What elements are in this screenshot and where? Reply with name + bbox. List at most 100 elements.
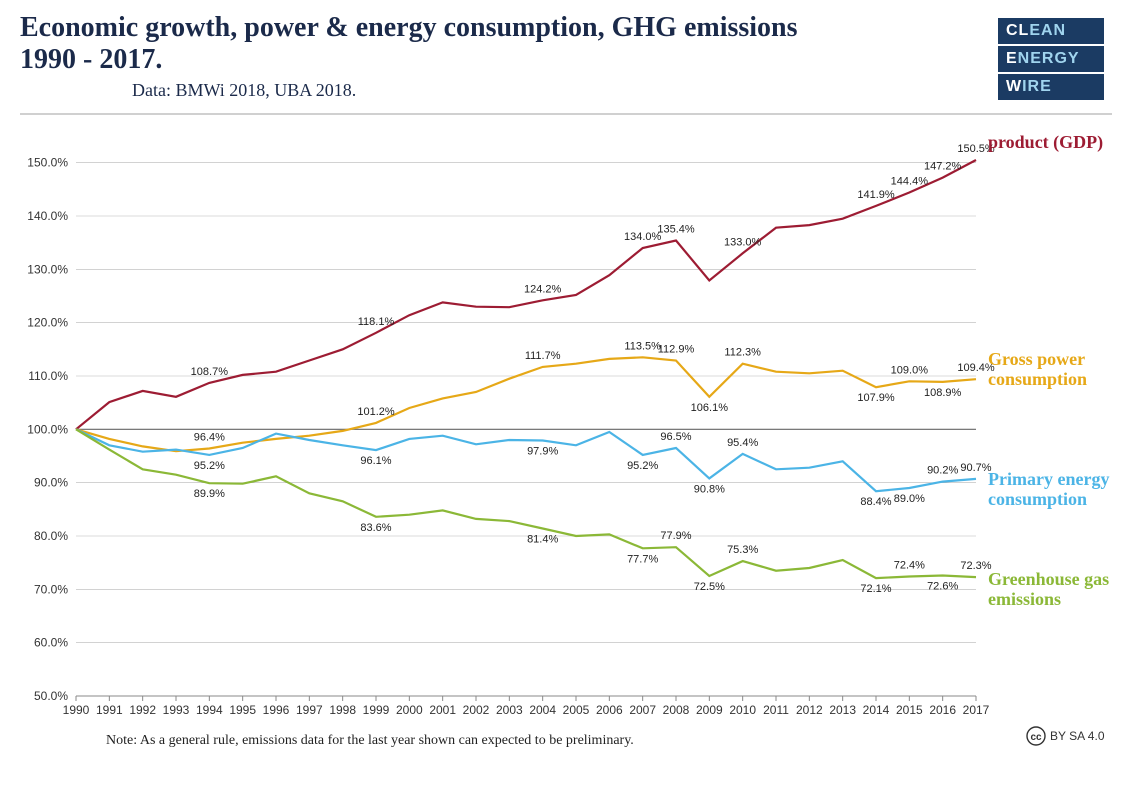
point-label: 118.1%: [358, 316, 395, 328]
chart-container: 50.0% 60.0% 70.0% 80.0% 90.0% 100.0% 110.0% 120…: [20, 128, 1112, 744]
legend-ghg: Greenhouse gas: [988, 569, 1109, 589]
point-label: 90.8%: [694, 483, 725, 495]
point-label: 96.1%: [360, 455, 391, 467]
legend-power: consumption: [988, 369, 1087, 389]
y-tick-label: 110.0%: [28, 369, 68, 383]
point-label: 96.4%: [194, 432, 225, 444]
x-tick-label: 2015: [896, 703, 923, 717]
x-tick-label: 2010: [729, 703, 756, 717]
x-tick-label: 2014: [863, 703, 890, 717]
x-tick-label: 1991: [96, 703, 123, 717]
y-tick-label: 90.0%: [34, 476, 68, 490]
series-ghg: [76, 429, 976, 578]
legend-gdp: product (GDP): [988, 132, 1103, 153]
x-tick-label: 2011: [763, 703, 789, 717]
line-chart: 50.0% 60.0% 70.0% 80.0% 90.0% 100.0% 110.0% 120…: [20, 128, 1112, 788]
x-tick-label: 1999: [363, 703, 390, 717]
point-label: 113.5%: [624, 340, 661, 352]
point-label: 89.9%: [194, 488, 225, 500]
point-label: 112.9%: [658, 344, 695, 356]
point-label: 75.3%: [727, 544, 758, 556]
brand-logo: CLEANENERGYWIRE: [998, 18, 1104, 102]
point-label: 133.0%: [724, 236, 762, 248]
y-tick-label: 140.0%: [27, 209, 68, 223]
point-label: 72.4%: [894, 560, 925, 572]
y-tick-label: 80.0%: [34, 529, 68, 543]
point-label: 134.0%: [624, 231, 662, 243]
x-tick-label: 2017: [963, 703, 990, 717]
y-tick-label: 120.0%: [27, 316, 68, 330]
point-label: 107.9%: [857, 392, 895, 404]
point-label: 72.5%: [694, 581, 725, 593]
x-tick-label: 1997: [296, 703, 323, 717]
point-label: 135.4%: [657, 224, 695, 236]
chart-note: Note: As a general rule, emissions data …: [106, 733, 634, 748]
x-tick-label: 2012: [796, 703, 823, 717]
point-label: 95.4%: [727, 437, 758, 449]
legend-power: Gross power: [988, 349, 1085, 369]
title-line-2: 1990 - 2017.: [20, 44, 162, 75]
point-label: 101.2%: [357, 406, 395, 418]
x-tick-label: 1996: [263, 703, 290, 717]
x-tick-label: 2001: [429, 703, 456, 717]
x-tick-label: 1992: [129, 703, 156, 717]
logo-row: WIRE: [998, 74, 1104, 100]
x-tick-label: 1998: [329, 703, 356, 717]
point-label: 147.2%: [924, 161, 962, 173]
point-label: 108.9%: [924, 387, 962, 399]
x-tick-label: 2009: [696, 703, 723, 717]
point-label: 77.7%: [627, 553, 658, 565]
point-label: 88.4%: [860, 496, 891, 508]
point-label: 83.6%: [360, 522, 391, 534]
x-tick-label: 2000: [396, 703, 423, 717]
x-tick-label: 1995: [229, 703, 256, 717]
logo-row: ENERGY: [998, 46, 1104, 72]
point-label: 96.5%: [660, 431, 691, 443]
legend-ghg: emissions: [988, 589, 1061, 609]
x-tick-label: 2004: [529, 703, 556, 717]
x-tick-label: 2007: [629, 703, 656, 717]
y-tick-label: 50.0%: [34, 689, 68, 703]
point-label: 106.1%: [691, 402, 729, 414]
point-label: 90.2%: [927, 465, 958, 477]
x-tick-label: 2002: [463, 703, 490, 717]
x-tick-label: 1994: [196, 703, 223, 717]
point-label: 95.2%: [194, 460, 225, 472]
x-tick-label: 1993: [163, 703, 190, 717]
x-tick-label: 2005: [563, 703, 590, 717]
legend-primary: Primary energy: [988, 469, 1109, 489]
legend-primary: consumption: [988, 489, 1087, 509]
point-label: 95.2%: [627, 460, 658, 472]
x-tick-label: 2016: [929, 703, 956, 717]
point-label: 144.4%: [891, 176, 929, 188]
x-tick-label: 2006: [596, 703, 623, 717]
point-label: 72.1%: [860, 583, 891, 595]
y-tick-label: 150.0%: [27, 156, 68, 170]
x-tick-label: 1990: [63, 703, 90, 717]
point-label: 77.9%: [660, 530, 691, 542]
svg-text:cc: cc: [1030, 732, 1042, 743]
license-text: BY SA 4.0: [1050, 729, 1105, 743]
point-label: 81.4%: [527, 534, 558, 546]
point-label: 109.0%: [891, 364, 929, 376]
y-tick-label: 130.0%: [27, 262, 68, 276]
chart-subtitle: Data: BMWi 2018, UBA 2018.: [132, 80, 1112, 101]
y-tick-label: 60.0%: [34, 636, 68, 650]
point-label: 72.6%: [927, 580, 958, 592]
x-tick-label: 2013: [829, 703, 856, 717]
point-label: 112.3%: [724, 347, 761, 359]
x-tick-label: 2003: [496, 703, 523, 717]
point-label: 111.7%: [525, 350, 561, 362]
point-label: 141.9%: [857, 189, 895, 201]
point-label: 124.2%: [524, 283, 562, 295]
point-label: 97.9%: [527, 446, 558, 458]
chart-title: Economic growth, power & energy consumpt…: [20, 12, 840, 76]
y-tick-label: 70.0%: [34, 582, 68, 596]
header: Economic growth, power & energy consumpt…: [20, 12, 1112, 115]
point-label: 108.7%: [191, 366, 229, 378]
title-line-1: Economic growth, power & energy consumpt…: [20, 12, 798, 43]
y-tick-label: 100.0%: [27, 422, 68, 436]
license-badge: cc BY SA 4.0: [1027, 727, 1105, 745]
x-tick-label: 2008: [663, 703, 690, 717]
logo-row: CLEAN: [998, 18, 1104, 44]
